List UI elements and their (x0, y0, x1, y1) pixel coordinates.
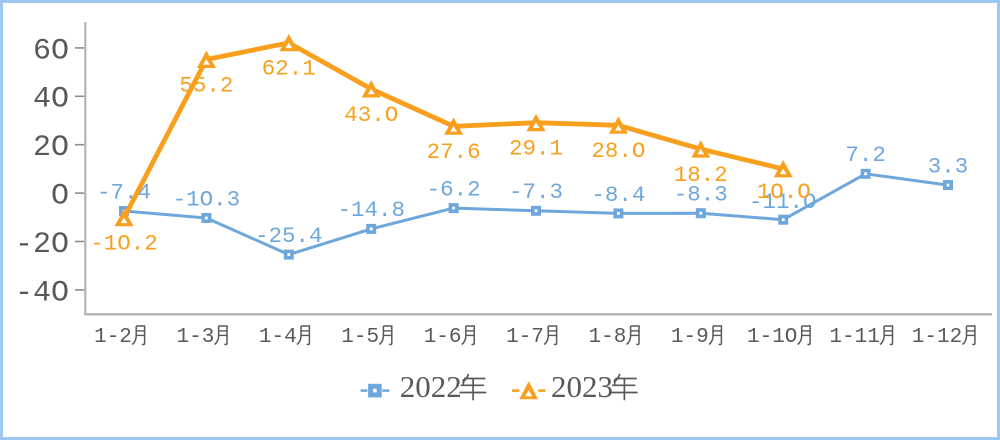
svg-text:1-3: 1-3 (177, 326, 215, 349)
svg-text:27.6: 27.6 (427, 139, 481, 165)
svg-text:1-2: 1-2 (94, 326, 132, 349)
svg-text:1-5: 1-5 (341, 326, 379, 349)
svg-text:62.1: 62.1 (262, 56, 316, 82)
svg-text:1-8: 1-8 (589, 326, 627, 349)
svg-text:-2O: -2O (15, 228, 69, 262)
svg-text:28.O: 28.O (591, 138, 645, 164)
svg-text:2O: 2O (33, 131, 69, 165)
svg-text:-8.4: -8.4 (591, 182, 645, 208)
svg-text:1-7: 1-7 (506, 326, 544, 349)
svg-text:-14.8: -14.8 (337, 197, 405, 223)
svg-text:55.2: 55.2 (179, 72, 233, 98)
svg-text:6O: 6O (33, 34, 69, 68)
svg-text:18.2: 18.2 (674, 162, 728, 188)
svg-text:-25.4: -25.4 (255, 223, 323, 249)
svg-text:1-12: 1-12 (912, 326, 962, 349)
svg-text:1-11: 1-11 (829, 326, 879, 349)
svg-text:1O.O: 1O.O (757, 179, 811, 205)
svg-text:1-9: 1-9 (671, 326, 709, 349)
svg-text:-11.O: -11.O (749, 189, 817, 215)
svg-text:-8.3: -8.3 (674, 182, 728, 208)
svg-text:-4O: -4O (15, 276, 69, 310)
svg-text:43.O: 43.O (344, 102, 398, 128)
svg-text:-7.3: -7.3 (509, 179, 563, 205)
svg-text:3.3: 3.3 (928, 154, 969, 180)
svg-text:7.2: 7.2 (845, 142, 886, 168)
svg-text:2022: 2022 (400, 369, 462, 404)
svg-text:-1O.3: -1O.3 (173, 186, 241, 212)
svg-text:4O: 4O (33, 83, 69, 117)
svg-text:29.1: 29.1 (509, 135, 563, 161)
svg-text:1-1O: 1-1O (747, 326, 797, 349)
svg-text:-1O.2: -1O.2 (90, 230, 158, 256)
svg-text:O: O (51, 180, 69, 214)
svg-text:-6.2: -6.2 (427, 177, 481, 203)
svg-text:1-6: 1-6 (424, 326, 462, 349)
svg-text:2023: 2023 (551, 369, 613, 404)
svg-text:1-4: 1-4 (259, 326, 297, 349)
